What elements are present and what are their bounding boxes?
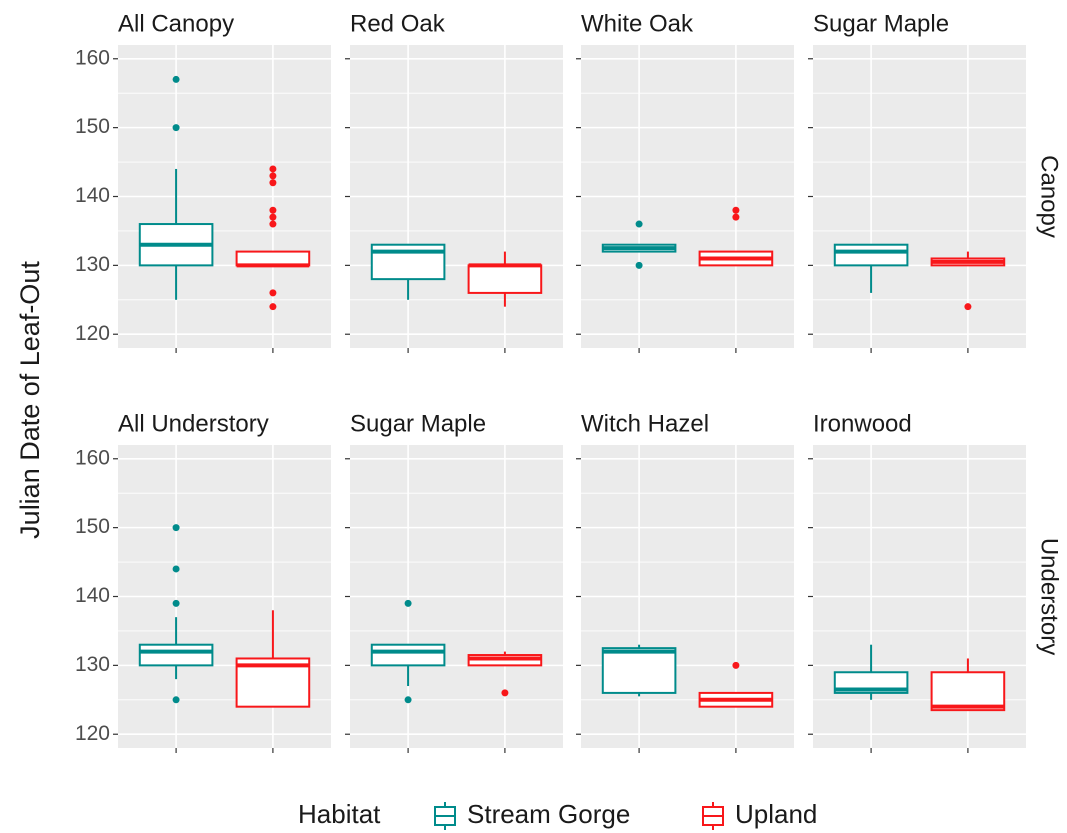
legend-label: Upland bbox=[735, 799, 817, 829]
outlier bbox=[404, 599, 412, 607]
row-strip-label: Canopy bbox=[1036, 155, 1063, 238]
outlier bbox=[269, 179, 277, 187]
panel-title: Witch Hazel bbox=[581, 410, 709, 437]
y-tick-label: 150 bbox=[75, 515, 110, 538]
legend-label: Stream Gorge bbox=[467, 799, 630, 829]
outlier bbox=[964, 303, 972, 311]
outlier bbox=[172, 524, 180, 532]
y-tick-label: 130 bbox=[75, 653, 110, 676]
box bbox=[467, 264, 543, 294]
outlier bbox=[732, 213, 740, 221]
outlier bbox=[269, 220, 277, 228]
panel-title: All Canopy bbox=[118, 10, 234, 37]
panel-title: Ironwood bbox=[813, 410, 912, 437]
box bbox=[930, 671, 1006, 712]
outlier bbox=[269, 289, 277, 297]
y-tick-label: 140 bbox=[75, 184, 110, 207]
y-tick-label: 140 bbox=[75, 584, 110, 607]
panel-title: White Oak bbox=[581, 10, 694, 37]
y-tick-label: 160 bbox=[75, 446, 110, 469]
panel-title: Red Oak bbox=[350, 10, 446, 37]
legend-title: Habitat bbox=[298, 799, 381, 829]
panel-title: Sugar Maple bbox=[350, 410, 486, 437]
outlier bbox=[172, 599, 180, 607]
y-tick-label: 130 bbox=[75, 253, 110, 276]
box bbox=[235, 250, 311, 267]
outlier bbox=[269, 206, 277, 214]
outlier bbox=[635, 220, 643, 228]
outlier bbox=[732, 206, 740, 214]
box bbox=[370, 643, 446, 667]
y-axis-title: Julian Date of Leaf-Out bbox=[15, 261, 45, 539]
outlier bbox=[172, 75, 180, 83]
box bbox=[833, 243, 909, 267]
y-tick-label: 120 bbox=[75, 722, 110, 745]
y-tick-label: 120 bbox=[75, 322, 110, 345]
outlier bbox=[404, 696, 412, 704]
outlier bbox=[172, 696, 180, 704]
outlier bbox=[635, 261, 643, 269]
y-tick-label: 150 bbox=[75, 115, 110, 138]
outlier bbox=[269, 213, 277, 221]
panel-title: Sugar Maple bbox=[813, 10, 949, 37]
outlier bbox=[732, 661, 740, 669]
outlier bbox=[501, 689, 509, 697]
panel-title: All Understory bbox=[118, 410, 269, 437]
outlier bbox=[172, 124, 180, 132]
box bbox=[138, 643, 214, 667]
box bbox=[601, 647, 677, 694]
row-strip-label: Understory bbox=[1036, 538, 1063, 655]
y-tick-label: 160 bbox=[75, 46, 110, 69]
outlier bbox=[269, 303, 277, 311]
outlier bbox=[269, 165, 277, 173]
outlier bbox=[269, 172, 277, 180]
outlier bbox=[172, 565, 180, 573]
